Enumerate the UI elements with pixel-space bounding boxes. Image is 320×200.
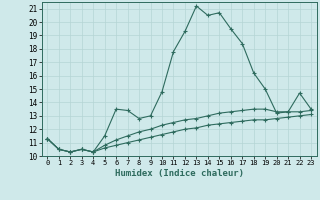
X-axis label: Humidex (Indice chaleur): Humidex (Indice chaleur) bbox=[115, 169, 244, 178]
